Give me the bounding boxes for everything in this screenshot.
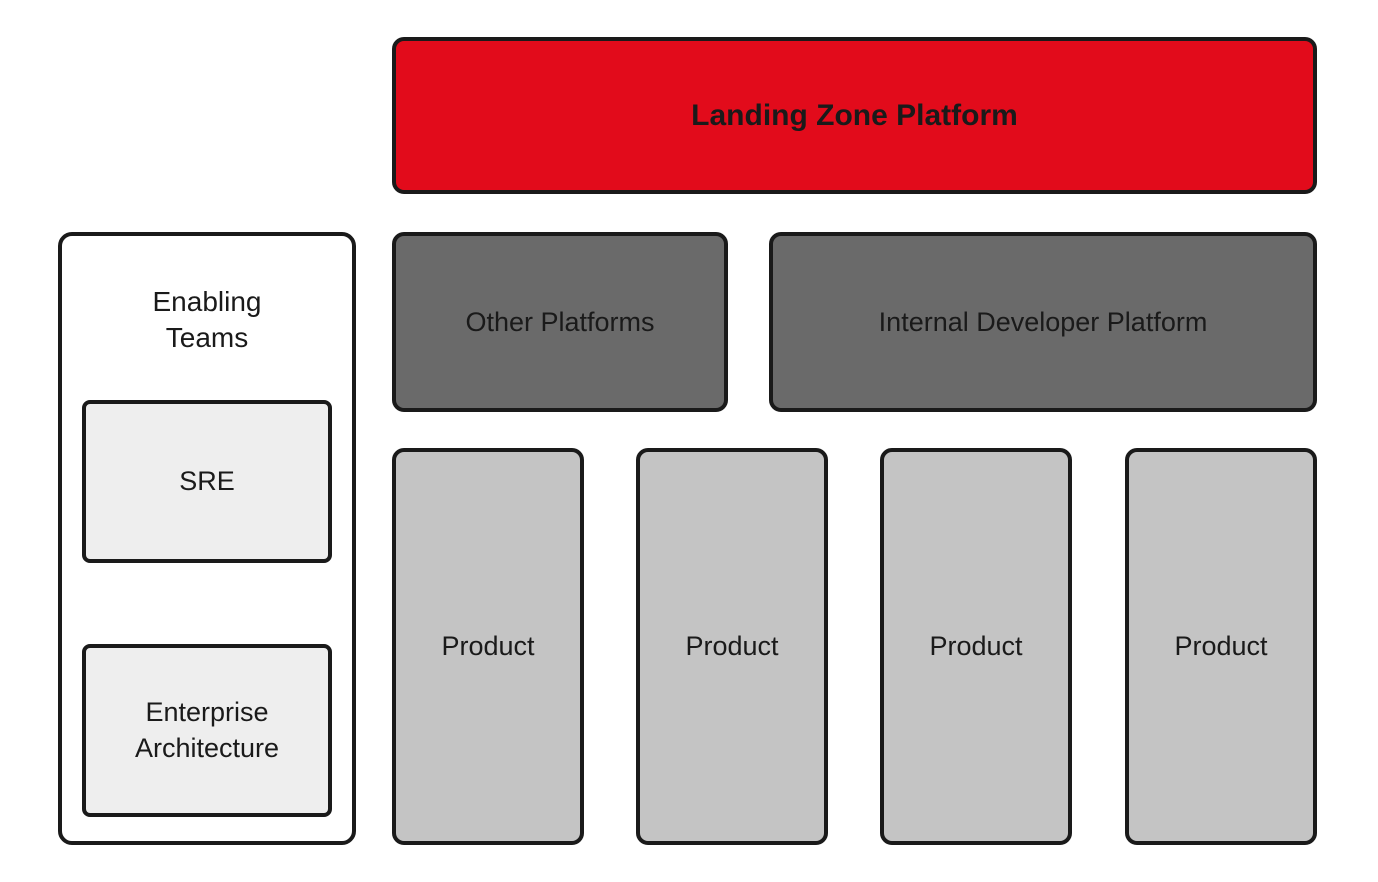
landing-zone-platform-box: Landing Zone Platform	[392, 37, 1317, 194]
product-label-2: Product	[685, 631, 778, 662]
enterprise-architecture-label: Enterprise Architecture	[107, 695, 307, 765]
product-label-1: Product	[441, 631, 534, 662]
product-label-4: Product	[1174, 631, 1267, 662]
other-platforms-box: Other Platforms	[392, 232, 728, 412]
sre-box: SRE	[82, 400, 332, 563]
product-box-4: Product	[1125, 448, 1317, 845]
internal-developer-platform-box: Internal Developer Platform	[769, 232, 1317, 412]
enterprise-architecture-box: Enterprise Architecture	[82, 644, 332, 817]
sre-label: SRE	[179, 466, 235, 497]
other-platforms-label: Other Platforms	[465, 307, 654, 338]
enabling-teams-label: Enabling Teams	[117, 284, 297, 357]
landing-zone-platform-label: Landing Zone Platform	[691, 99, 1018, 133]
product-box-1: Product	[392, 448, 584, 845]
product-box-3: Product	[880, 448, 1072, 845]
internal-developer-platform-label: Internal Developer Platform	[879, 307, 1208, 338]
product-label-3: Product	[929, 631, 1022, 662]
product-box-2: Product	[636, 448, 828, 845]
